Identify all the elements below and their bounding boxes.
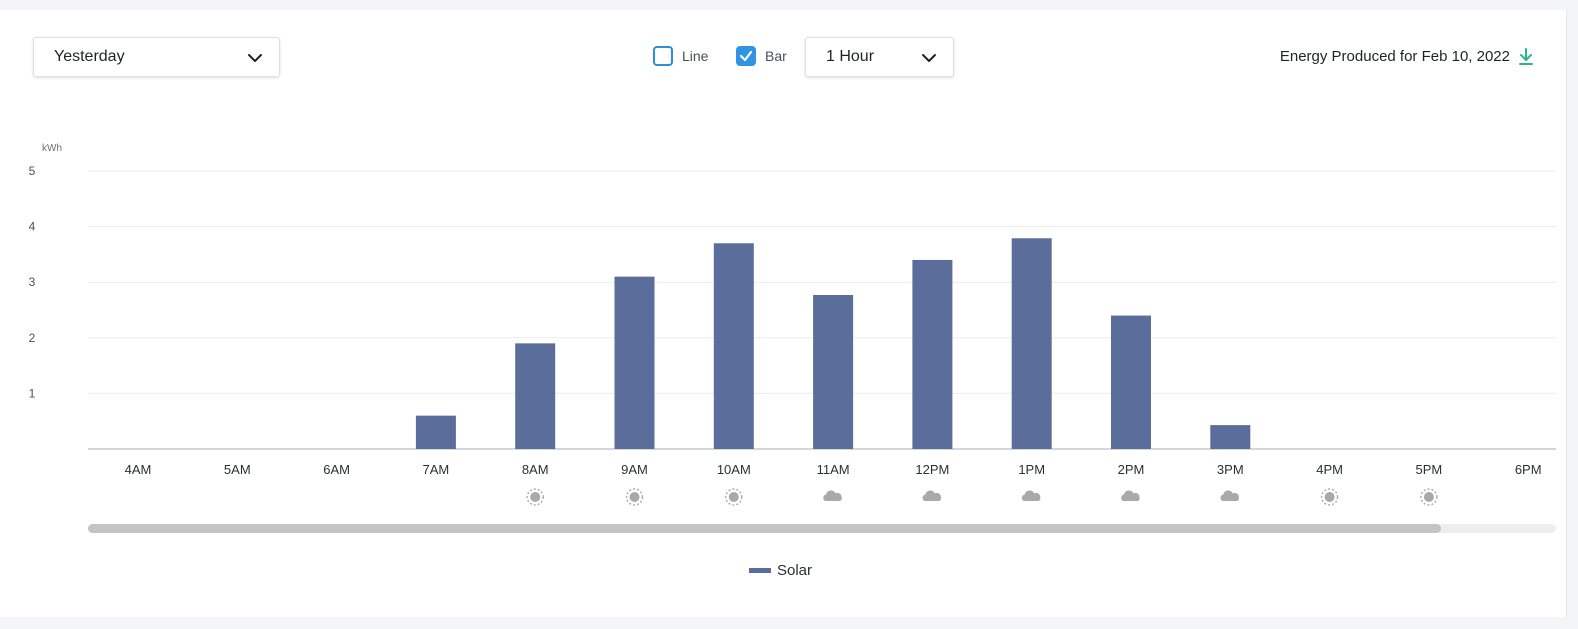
checkmark-icon [739,50,753,62]
y-tick-label: 2 [29,331,36,345]
sun-rays-icon [1420,488,1438,506]
x-tick-label: 7AM [423,462,450,477]
x-tick-label: 12PM [915,462,949,477]
date-range-dropdown[interactable]: Yesterday [33,37,280,77]
y-tick-label: 4 [29,220,36,234]
bar-8am [515,343,556,449]
x-tick-label: 8AM [522,462,549,477]
sun-icon [530,492,541,502]
x-tick-label: 1PM [1018,462,1045,477]
x-tick-label: 3PM [1217,462,1244,477]
sun-icon [1423,492,1434,502]
moon-icon [332,490,340,505]
y-axis-label: kWh [42,143,62,154]
energy-chart-card: Yesterday Line Bar 1 Hour Energy Produce… [0,10,1567,617]
line-checkbox[interactable] [653,46,673,66]
sun-icon [1324,492,1335,502]
bar-2pm [1111,315,1151,449]
bar-11am [813,294,854,449]
moon-icon [232,490,241,505]
y-tick-label: 5 [29,164,36,178]
bar-10am [713,243,754,449]
x-tick-label: 9AM [621,462,648,477]
sun-rays-icon [526,488,544,506]
bar-3pm [1210,425,1251,449]
x-tick-label: 5AM [224,462,251,477]
x-tick-label: 4PM [1316,462,1343,477]
bar-label: Bar [765,48,787,64]
x-tick-label: 5PM [1416,462,1443,477]
cloud-icon [1121,490,1140,501]
interval-value: 1 Hour [826,48,875,65]
x-tick-label: 10AM [717,462,751,477]
chevron-down-icon [922,54,936,62]
bar-12pm [912,259,953,449]
sun-icon [629,492,640,502]
cloud-icon [1220,490,1239,501]
bar-9am [614,276,655,449]
scrollbar-thumb[interactable] [88,524,1442,533]
line-toggle[interactable]: Line [653,46,708,66]
chart-scrollbar[interactable] [88,524,1556,533]
x-tick-label: 6AM [323,462,350,477]
bar-checkbox[interactable] [736,46,756,66]
bar-toggle[interactable]: Bar [736,46,787,66]
cloud-icon [1021,490,1041,501]
sun-icon [728,492,739,502]
date-range-value: Yesterday [54,48,125,65]
moon-icon [1523,490,1532,505]
interval-dropdown[interactable]: 1 Hour [805,37,954,77]
moon-icon [133,490,141,505]
sun-rays-icon [725,488,743,506]
x-tick-label: 4AM [125,462,152,477]
sun-rays-icon [625,488,644,506]
bar-chart: kWh 1 2 3 4 5 4AM 5AM 6AM 7AM 8AM 9AM 10AM 11AM 12PM 1P… [29,143,1556,506]
cloud-icon [823,490,842,501]
bar-1pm [1011,238,1052,449]
x-tick-label: 11AM [817,462,850,477]
sun-rays-icon [1320,488,1339,506]
download-icon[interactable] [1518,48,1534,66]
line-label: Line [682,48,709,64]
y-tick-label: 1 [29,386,36,400]
y-tick-label: 3 [29,275,36,289]
x-tick-label: 2PM [1118,462,1145,477]
x-tick-label: 6PM [1515,462,1542,477]
cloud-icon [922,490,942,501]
chart-legend: Solar [749,562,812,579]
legend-swatch-solar [749,568,771,573]
bar-7am [415,415,456,449]
moon-icon [431,490,439,505]
chevron-down-icon [248,54,262,62]
legend-label-solar: Solar [777,562,813,579]
energy-produced-title: Energy Produced for Feb 10, 2022 [1279,48,1510,65]
